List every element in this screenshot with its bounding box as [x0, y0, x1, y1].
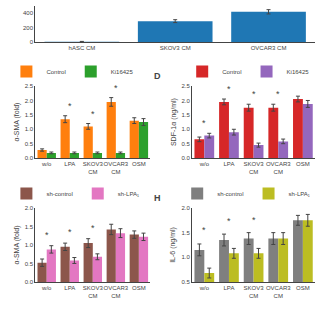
svg-text:hASC CM: hASC CM — [69, 45, 96, 51]
svg-text:1.0: 1.0 — [181, 126, 190, 132]
svg-text:0: 0 — [30, 39, 34, 45]
svg-text:IL-6 (ng/ml): IL-6 (ng/ml) — [170, 227, 178, 263]
svg-text:0.0: 0.0 — [25, 279, 34, 285]
svg-text:*: * — [91, 223, 95, 233]
svg-text:0.0: 0.0 — [181, 155, 190, 161]
svg-text:*: * — [227, 216, 231, 226]
svg-text:OSM: OSM — [296, 285, 310, 291]
svg-text:LPA: LPA — [64, 285, 75, 291]
svg-text:Ki16425: Ki16425 — [111, 69, 134, 75]
svg-text:1.0: 1.0 — [25, 242, 34, 248]
svg-text:*: * — [202, 225, 206, 235]
svg-text:2.5: 2.5 — [181, 83, 190, 89]
svg-text:LPA: LPA — [224, 285, 235, 291]
svg-text:*: * — [114, 83, 118, 93]
svg-text:*: * — [68, 227, 72, 237]
svg-text:H: H — [154, 193, 161, 203]
svg-text:2.0: 2.0 — [181, 98, 190, 104]
svg-text:sh-control: sh-control — [46, 191, 72, 197]
svg-text:2.0: 2.0 — [181, 205, 190, 211]
svg-text:1.5: 1.5 — [25, 112, 34, 118]
svg-text:*: * — [252, 215, 256, 225]
svg-text:SKOV3CM: SKOV3CM — [83, 161, 104, 175]
svg-text:OSM: OSM — [132, 285, 146, 291]
svg-text:sh-LPA₁: sh-LPA₁ — [118, 191, 139, 197]
svg-text:SKOV3CM: SKOV3CM — [83, 285, 104, 299]
svg-text:*: * — [68, 101, 72, 111]
svg-text:*: * — [227, 84, 231, 94]
svg-text:OVCAR3CM: OVCAR3CM — [103, 161, 128, 175]
svg-text:*: * — [45, 230, 49, 240]
svg-text:w/o: w/o — [41, 285, 52, 291]
svg-text:OVCAR3CM: OVCAR3CM — [266, 285, 291, 299]
svg-text:1.0: 1.0 — [181, 254, 190, 260]
svg-text:0.5: 0.5 — [25, 141, 34, 147]
svg-text:Ki16425: Ki16425 — [287, 69, 310, 75]
svg-text:*: * — [252, 89, 256, 99]
svg-text:SKOV3CM: SKOV3CM — [244, 285, 265, 299]
svg-text:*: * — [91, 109, 95, 119]
svg-text:SKOV3CM: SKOV3CM — [244, 161, 265, 175]
svg-text:0.5: 0.5 — [25, 261, 34, 267]
svg-text:1.5: 1.5 — [181, 230, 190, 236]
svg-text:SKOV3 CM: SKOV3 CM — [160, 45, 191, 51]
svg-text:OVCAR3CM: OVCAR3CM — [266, 161, 291, 175]
svg-text:*: * — [276, 89, 280, 99]
svg-text:0.0: 0.0 — [25, 155, 34, 161]
svg-text:0.5: 0.5 — [181, 141, 190, 147]
svg-text:w/o: w/o — [199, 285, 210, 291]
svg-text:Control: Control — [46, 69, 65, 75]
svg-text:LPA: LPA — [224, 161, 235, 167]
svg-text:OSM: OSM — [296, 161, 310, 167]
svg-text:SDF-1α (ng/ml): SDF-1α (ng/ml) — [170, 98, 178, 146]
svg-text:LPA: LPA — [64, 161, 75, 167]
svg-text:sh-control: sh-control — [217, 191, 243, 197]
svg-text:2.5: 2.5 — [25, 83, 34, 89]
svg-text:2.0: 2.0 — [25, 98, 34, 104]
svg-text:sh-LPA₁: sh-LPA₁ — [289, 191, 310, 197]
svg-text:Control: Control — [222, 69, 241, 75]
svg-text:w/o: w/o — [41, 161, 52, 167]
svg-text:1.0: 1.0 — [25, 126, 34, 132]
svg-text:D: D — [154, 71, 161, 81]
svg-text:w/o: w/o — [199, 161, 210, 167]
svg-text:α-SMA (fold): α-SMA (fold) — [13, 225, 21, 264]
svg-text:400: 400 — [23, 10, 34, 16]
svg-text:OSM: OSM — [132, 161, 146, 167]
svg-text:OVCAR3 CM: OVCAR3 CM — [251, 45, 287, 51]
svg-text:1.5: 1.5 — [25, 224, 34, 230]
svg-text:200: 200 — [23, 25, 34, 31]
svg-text:OVCAR3CM: OVCAR3CM — [103, 285, 128, 299]
svg-text:2.0: 2.0 — [25, 205, 34, 211]
svg-text:0.5: 0.5 — [181, 279, 190, 285]
svg-text:α-SMA (fold): α-SMA (fold) — [13, 103, 21, 142]
svg-text:*: * — [202, 118, 206, 128]
svg-text:1.5: 1.5 — [181, 112, 190, 118]
